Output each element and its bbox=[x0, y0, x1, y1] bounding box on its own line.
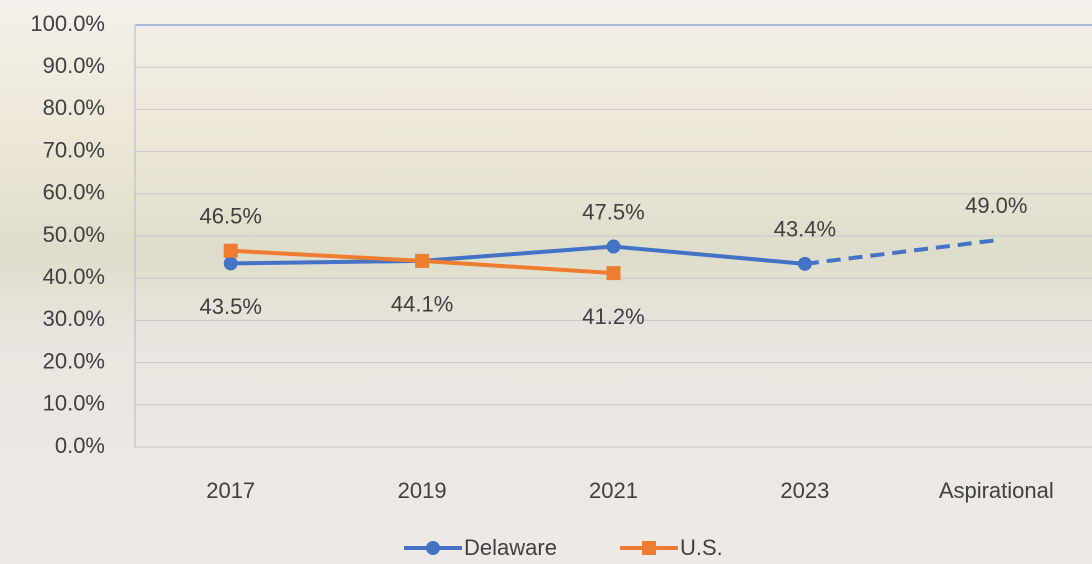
x-tick-label: Aspirational bbox=[939, 478, 1054, 503]
data-label: 41.2% bbox=[582, 304, 644, 329]
data-label: 49.0% bbox=[965, 193, 1027, 218]
y-tick-label: 50.0% bbox=[43, 222, 105, 247]
x-tick-label: 2023 bbox=[780, 478, 829, 503]
legend-marker bbox=[426, 541, 440, 555]
marker bbox=[607, 266, 621, 280]
photo-overlay bbox=[0, 0, 1092, 564]
y-tick-label: 30.0% bbox=[43, 306, 105, 331]
y-tick-label: 70.0% bbox=[43, 137, 105, 162]
y-tick-label: 90.0% bbox=[43, 53, 105, 78]
x-tick-label: 2021 bbox=[589, 478, 638, 503]
marker bbox=[224, 244, 238, 258]
legend-label: Delaware bbox=[464, 535, 557, 560]
chart: 0.0% 10.0% 20.0% 30.0% 40.0% 50.0% 60.0% 70.0% 8… bbox=[0, 0, 1092, 564]
marker bbox=[798, 257, 812, 271]
data-label: 44.1% bbox=[391, 292, 453, 317]
y-tick-label: 20.0% bbox=[43, 348, 105, 373]
marker bbox=[224, 256, 238, 270]
page: 0.0% 10.0% 20.0% 30.0% 40.0% 50.0% 60.0% 70.0% 8… bbox=[0, 0, 1092, 564]
x-tick-label: 2019 bbox=[398, 478, 447, 503]
data-label: 43.5% bbox=[200, 294, 262, 319]
y-tick-label: 10.0% bbox=[43, 391, 105, 416]
y-tick-label: 100.0% bbox=[30, 11, 105, 36]
x-tick-label: 2017 bbox=[206, 478, 255, 503]
legend-label: U.S. bbox=[680, 535, 723, 560]
y-tick-label: 40.0% bbox=[43, 264, 105, 289]
data-label: 46.5% bbox=[200, 204, 262, 229]
data-label: 43.4% bbox=[774, 217, 836, 242]
marker bbox=[607, 240, 621, 254]
marker bbox=[415, 254, 429, 268]
data-label: 47.5% bbox=[582, 199, 644, 224]
y-tick-label: 60.0% bbox=[43, 180, 105, 205]
y-tick-label: 0.0% bbox=[55, 433, 105, 458]
legend-marker bbox=[642, 541, 656, 555]
y-tick-label: 80.0% bbox=[43, 95, 105, 120]
